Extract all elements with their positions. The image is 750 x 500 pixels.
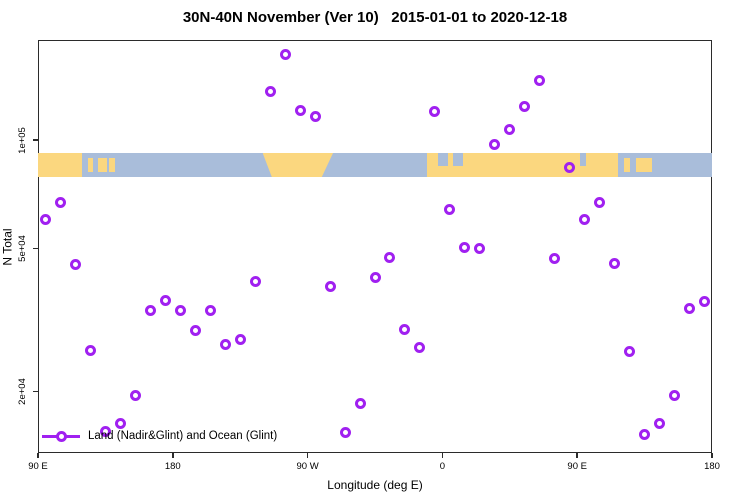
map-strip-land [635,158,653,172]
x-tick-label: 90 W [296,461,319,472]
data-point [354,398,366,410]
data-point [474,243,486,255]
data-point [99,425,111,437]
x-tick-mark [306,453,309,458]
data-point [54,197,66,209]
y-tick-mark [33,247,38,250]
data-point [519,100,531,112]
data-point [624,345,636,357]
data-point [594,197,606,209]
legend: Land (Nadir&Glint) and Ocean (Glint) [42,428,277,444]
data-point [669,390,681,402]
data-point [459,241,471,253]
data-point [129,390,141,402]
x-axis-title: Longitude (deg E) [327,478,423,492]
data-point [234,333,246,345]
data-point [144,304,156,316]
data-point [399,323,411,335]
y-tick-label-text: 5e+04 [16,235,28,262]
map-strip-ocean-patch [617,153,624,177]
data-point [654,418,666,430]
x-tick-mark [37,453,39,458]
map-strip-ocean-patch [437,153,449,167]
data-point [639,429,651,441]
data-point [369,272,381,284]
data-point [549,252,561,264]
legend-symbol-icon [42,430,80,442]
x-tick-label: 0 [439,461,446,472]
map-strip-land [38,153,83,177]
data-point [564,161,576,173]
y-tick-label-text: 2e+04 [16,378,28,405]
y-tick-label-text: 1e+05 [16,126,28,154]
y-tick-mark [33,390,38,393]
x-tick-label: 180 [164,461,181,472]
data-point [84,345,96,357]
data-point [279,48,291,60]
y-tick-mark [33,139,38,141]
data-point [264,86,276,98]
plot-box [38,40,712,453]
data-point [699,296,710,308]
map-strip-ocean-patch [580,153,587,167]
data-point [684,303,696,315]
data-point [114,418,126,430]
map-strip-land [262,153,334,177]
x-tick-label: 90 E [28,461,48,472]
legend-circle-icon [56,430,67,442]
x-tick-mark [576,453,578,458]
data-point [309,111,321,123]
map-strip-ocean-patch [452,153,464,167]
data-point [579,214,591,226]
chart-title: 30N-40N November (Ver 10) 2015-01-01 to … [182,9,568,26]
data-point [159,295,171,307]
data-point [69,259,81,271]
data-point [504,123,516,135]
data-point [219,338,231,350]
map-strip-ocean-patch [629,153,636,177]
y-tick-label: 2e+04 [12,352,32,432]
data-point [534,75,546,87]
x-tick-mark [172,453,174,458]
x-tick-label: 90 E [567,461,587,472]
legend-label: Land (Nadir&Glint) and Ocean (Glint) [88,430,278,442]
data-point [444,204,456,216]
map-strip-land [97,158,107,172]
data-point [384,251,396,263]
data-point [429,105,441,117]
data-point [609,257,621,269]
data-point [339,426,351,438]
data-point [204,305,216,317]
x-tick-mark [711,453,713,458]
data-point [39,214,51,226]
data-point [294,104,306,116]
data-point [489,139,501,151]
data-point [249,276,261,288]
y-tick-label: 5e+04 [12,208,32,288]
map-strip-land [88,158,94,172]
data-point [174,304,186,316]
data-point [414,341,426,353]
map-strip-land [623,158,630,172]
map-strip-land [109,158,116,172]
y-tick-label: 1e+05 [12,100,32,180]
data-point [189,325,201,337]
x-tick-mark [441,453,444,458]
x-tick-label: 180 [704,461,720,472]
data-point [324,280,336,292]
